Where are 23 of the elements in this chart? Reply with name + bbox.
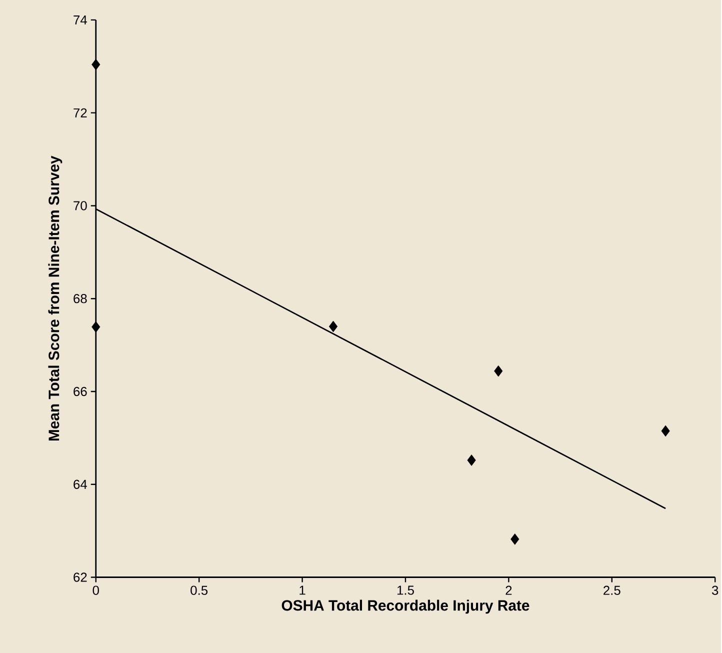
- x-tick-label: 1.5: [397, 586, 414, 595]
- y-tick-label: 66: [74, 386, 87, 396]
- y-tick-label: 72: [74, 108, 87, 118]
- point: [92, 58, 100, 70]
- y-tick-label: 68: [74, 294, 87, 304]
- point: [467, 454, 476, 466]
- y-tick-label: 64: [74, 480, 87, 489]
- y-tick-label: 70: [74, 201, 87, 210]
- point: [328, 320, 338, 332]
- x-axis-title: OSHA Total Recordable Injury Rate: [282, 600, 530, 614]
- point: [510, 533, 520, 545]
- x-tick-label: 2.5: [604, 586, 620, 595]
- x-tick-label: 0.5: [190, 586, 208, 595]
- point: [661, 425, 670, 437]
- y-tick-label: 62: [74, 572, 87, 582]
- point: [494, 365, 503, 377]
- x-tick-label: 3: [712, 586, 718, 595]
- y-tick-label: 74: [74, 15, 87, 24]
- x-tick-label: 0: [92, 586, 99, 595]
- x-tick-label: 1: [300, 586, 306, 595]
- y-axis-title: Mean Total Score from Nine-Item Survey: [48, 156, 62, 440]
- x-tick-label: 2: [506, 586, 512, 595]
- point: [92, 321, 100, 333]
